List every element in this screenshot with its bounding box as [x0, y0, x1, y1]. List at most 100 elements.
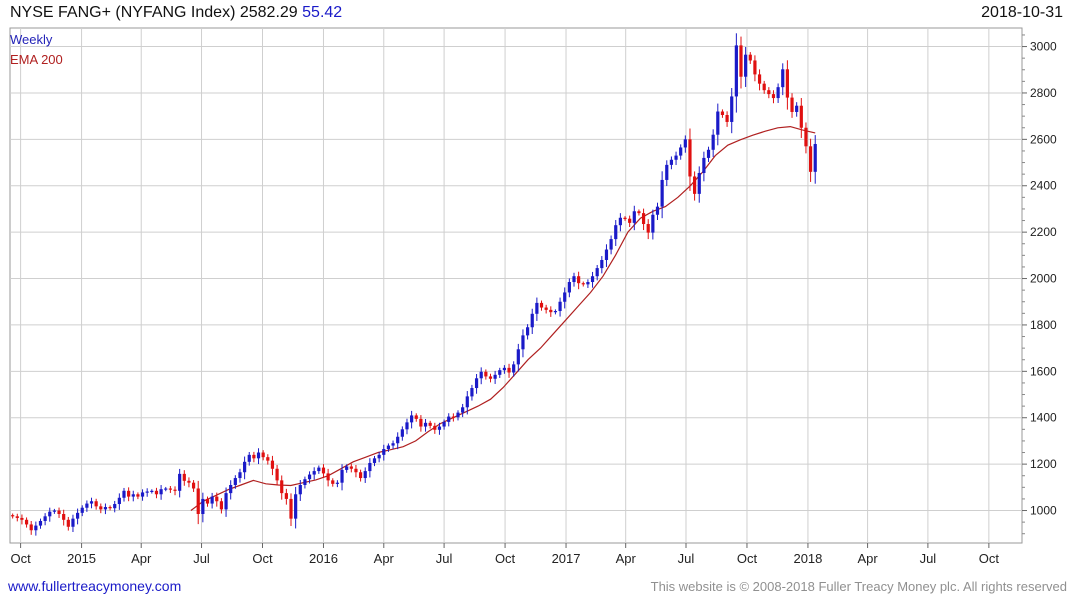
candle-body: [94, 501, 98, 507]
candle-body: [80, 507, 84, 513]
candle-body: [303, 479, 307, 486]
site-link[interactable]: www.fullertreacymoney.com: [8, 578, 182, 594]
candle-body: [748, 54, 752, 61]
candle-body: [456, 412, 460, 418]
candle-body: [11, 515, 15, 517]
candle-body: [618, 217, 622, 226]
candle-body: [345, 466, 349, 470]
candle-body: [52, 510, 57, 512]
candle-body: [229, 485, 233, 494]
candle-body: [298, 485, 302, 495]
y-tick-label: 2600: [1030, 132, 1057, 146]
candle-body: [419, 418, 423, 427]
x-tick-label: Oct: [979, 551, 1000, 566]
candle-body: [34, 525, 38, 531]
candle-body: [567, 282, 571, 293]
candle-body: [224, 493, 228, 510]
candle-body: [437, 426, 442, 430]
candle-body: [433, 425, 437, 430]
chart-title: NYSE FANG+ (NYFANG Index) 2582.29: [10, 4, 298, 21]
y-tick-label: 1600: [1030, 364, 1057, 378]
candle-body: [252, 454, 256, 459]
candle-body: [632, 211, 636, 223]
candle-body: [553, 311, 558, 313]
candle-body: [335, 482, 339, 484]
candle-body: [354, 468, 358, 473]
candle-body: [317, 467, 321, 472]
weekly-candles: [11, 33, 817, 536]
candle-body: [270, 460, 275, 469]
candle-body: [168, 488, 172, 490]
candle-body: [628, 218, 632, 223]
candle-body: [655, 206, 660, 215]
candle-body: [702, 157, 706, 173]
candle-body: [665, 164, 669, 180]
candle-body: [795, 105, 799, 112]
candle-body: [590, 276, 595, 283]
candle-body: [730, 96, 734, 122]
candle-body: [182, 473, 186, 481]
candle-body: [164, 488, 168, 490]
x-tick-label: 2018: [793, 551, 822, 566]
candle-body: [280, 480, 284, 494]
x-tick-label: Jul: [920, 551, 937, 566]
candle-body: [502, 367, 507, 371]
candle-body: [651, 214, 655, 233]
candle-body: [187, 480, 191, 483]
chart-header: NYSE FANG+ (NYFANG Index) 2582.29 55.42: [10, 4, 342, 22]
candle-body: [358, 472, 363, 479]
candle-body: [414, 415, 418, 419]
candle-body: [674, 155, 678, 160]
candle-body: [767, 90, 771, 95]
candle-body: [525, 327, 530, 336]
candle-body: [539, 302, 544, 308]
candle-body: [275, 468, 279, 481]
candle-body: [512, 364, 516, 373]
x-tick-label: Jul: [678, 551, 695, 566]
y-tick-label: 2400: [1030, 179, 1057, 193]
candle-body: [48, 511, 52, 517]
candle-body: [261, 452, 265, 458]
candle-body: [771, 94, 776, 99]
copyright-notice: This website is © 2008-2018 Fuller Treac…: [650, 579, 1067, 594]
y-tick-label: 2000: [1030, 272, 1057, 286]
candle-body: [813, 143, 817, 172]
candle-body: [131, 494, 135, 497]
candle-body: [577, 276, 581, 284]
candle-body: [753, 60, 757, 75]
ema-200-line: [190, 125, 816, 511]
candle-body: [331, 480, 335, 484]
candle-body: [150, 490, 154, 493]
candle-body: [43, 516, 47, 521]
candle-body: [530, 313, 534, 328]
candle-body: [781, 69, 785, 88]
candle-body: [734, 45, 738, 97]
candle-body: [785, 69, 789, 98]
candle-body: [349, 466, 353, 469]
y-tick-label: 1800: [1030, 318, 1057, 332]
candle-body: [558, 301, 562, 312]
candle-body: [572, 276, 576, 283]
candle-body: [15, 516, 19, 518]
candle-body: [470, 388, 474, 397]
candle-body: [71, 518, 75, 527]
candle-body: [757, 74, 762, 84]
candle-body: [238, 472, 242, 479]
candle-body: [24, 519, 29, 525]
candle-body: [600, 259, 604, 269]
candle-body: [804, 127, 808, 147]
legend-ema-200: EMA 200: [10, 52, 63, 67]
x-tick-label: Oct: [495, 551, 516, 566]
candle-body: [196, 488, 200, 515]
candle-body: [428, 422, 432, 426]
candle-body: [122, 490, 126, 498]
candle-body: [447, 416, 451, 422]
candle-body: [363, 471, 367, 479]
candle-body: [243, 461, 247, 473]
x-tick-label: Oct: [252, 551, 273, 566]
candle-body: [173, 489, 177, 491]
candle-body: [683, 139, 687, 148]
candle-body: [372, 458, 377, 463]
candle-body: [790, 97, 794, 112]
candle-body: [377, 454, 381, 459]
